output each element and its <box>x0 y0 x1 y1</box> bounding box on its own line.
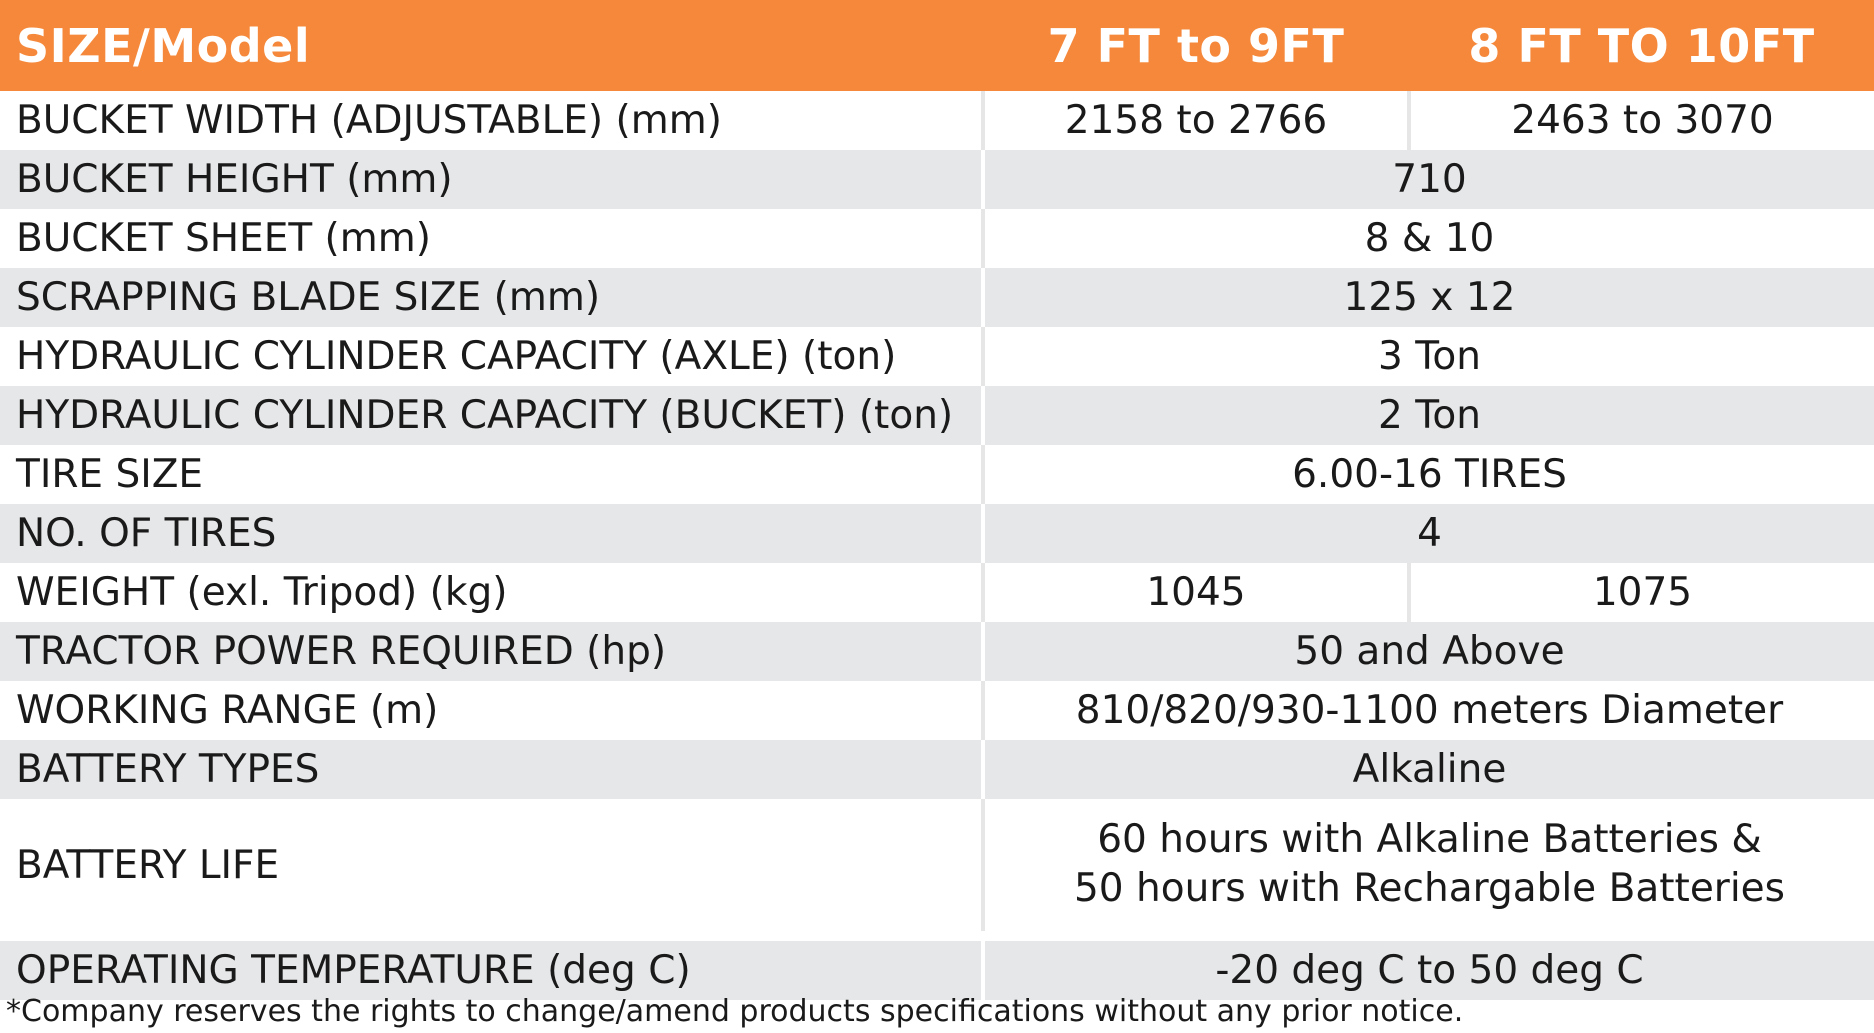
row-value: 8 & 10 <box>983 209 1874 268</box>
row-value: 3 Ton <box>983 327 1874 386</box>
header-row: SIZE/Model 7 FT to 9FT 8 FT TO 10FT <box>0 0 1874 91</box>
row-bucket-height: BUCKET HEIGHT (mm) 710 <box>0 150 1874 209</box>
row-bucket-width: BUCKET WIDTH (ADJUSTABLE) (mm) 2158 to 2… <box>0 91 1874 150</box>
row-value-7-9ft: 1045 <box>983 563 1411 622</box>
row-value-line: 60 hours with Alkaline Batteries & <box>1097 817 1762 863</box>
header-model-8-10ft: 8 FT TO 10FT <box>1409 0 1874 91</box>
row-weight: WEIGHT (exl. Tripod) (kg) 1045 1075 <box>0 563 1874 622</box>
row-label: TIRE SIZE <box>0 445 985 504</box>
row-bucket-sheet: BUCKET SHEET (mm) 8 & 10 <box>0 209 1874 268</box>
spec-table: SIZE/Model 7 FT to 9FT 8 FT TO 10FT BUCK… <box>0 0 1874 1000</box>
row-cylinder-axle: HYDRAULIC CYLINDER CAPACITY (AXLE) (ton)… <box>0 327 1874 386</box>
row-spacer <box>0 931 1874 941</box>
row-value: 810/820/930-1100 meters Diameter <box>983 681 1874 740</box>
row-no-of-tires: NO. OF TIRES 4 <box>0 504 1874 563</box>
row-value-7-9ft: 2158 to 2766 <box>983 91 1411 150</box>
row-value: 125 x 12 <box>983 268 1874 327</box>
row-label: HYDRAULIC CYLINDER CAPACITY (AXLE) (ton) <box>0 327 985 386</box>
row-tractor-power: TRACTOR POWER REQUIRED (hp) 50 and Above <box>0 622 1874 681</box>
row-scrapping-blade: SCRAPPING BLADE SIZE (mm) 125 x 12 <box>0 268 1874 327</box>
row-label: BUCKET HEIGHT (mm) <box>0 150 985 209</box>
row-label: SCRAPPING BLADE SIZE (mm) <box>0 268 985 327</box>
row-tire-size: TIRE SIZE 6.00-16 TIRES <box>0 445 1874 504</box>
row-label: HYDRAULIC CYLINDER CAPACITY (BUCKET) (to… <box>0 386 985 445</box>
row-label: WEIGHT (exl. Tripod) (kg) <box>0 563 985 622</box>
row-working-range: WORKING RANGE (m) 810/820/930-1100 meter… <box>0 681 1874 740</box>
row-value: 60 hours with Alkaline Batteries & 50 ho… <box>983 799 1874 931</box>
row-value: 50 and Above <box>983 622 1874 681</box>
row-label: OPERATING TEMPERATURE (deg C) <box>0 941 985 1000</box>
row-label: BUCKET SHEET (mm) <box>0 209 985 268</box>
row-value: 2 Ton <box>983 386 1874 445</box>
row-label: BUCKET WIDTH (ADJUSTABLE) (mm) <box>0 91 985 150</box>
row-value-8-10ft: 2463 to 3070 <box>1409 91 1874 150</box>
row-value: 6.00-16 TIRES <box>983 445 1874 504</box>
row-value: Alkaline <box>983 740 1874 799</box>
row-value: -20 deg C to 50 deg C <box>983 941 1874 1000</box>
row-battery-life: BATTERY LIFE 60 hours with Alkaline Batt… <box>0 799 1874 931</box>
row-label: TRACTOR POWER REQUIRED (hp) <box>0 622 985 681</box>
row-label: BATTERY LIFE <box>0 799 985 931</box>
row-value-line: 50 hours with Rechargable Batteries <box>1073 866 1785 911</box>
header-size-model: SIZE/Model <box>0 0 983 91</box>
row-label: WORKING RANGE (m) <box>0 681 985 740</box>
footnote: *Company reserves the rights to change/a… <box>6 994 1464 1029</box>
spacer-cell <box>0 931 1874 941</box>
row-value: 4 <box>983 504 1874 563</box>
row-label: BATTERY TYPES <box>0 740 985 799</box>
row-operating-temperature: OPERATING TEMPERATURE (deg C) -20 deg C … <box>0 941 1874 1000</box>
header-model-7-9ft: 7 FT to 9FT <box>983 0 1409 91</box>
row-cylinder-bucket: HYDRAULIC CYLINDER CAPACITY (BUCKET) (to… <box>0 386 1874 445</box>
row-value: 710 <box>983 150 1874 209</box>
row-label: NO. OF TIRES <box>0 504 985 563</box>
row-value-8-10ft: 1075 <box>1409 563 1874 622</box>
row-battery-types: BATTERY TYPES Alkaline <box>0 740 1874 799</box>
